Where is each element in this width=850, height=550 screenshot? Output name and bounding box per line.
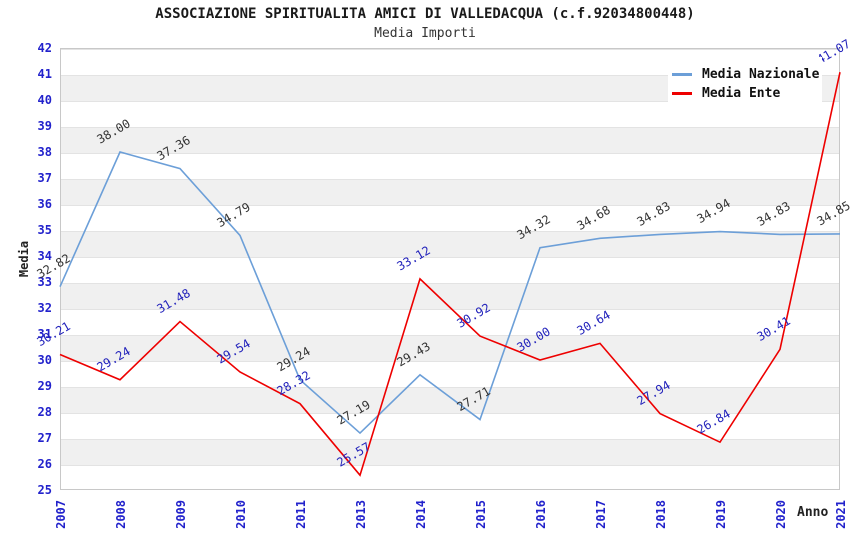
- y-tick-label: 35: [38, 223, 52, 237]
- x-tick-label: 2009: [174, 500, 188, 529]
- x-tick-label: 2019: [714, 500, 728, 529]
- data-label: 34.83: [635, 199, 673, 229]
- data-label: 34.79: [215, 200, 253, 230]
- y-tick-label: 28: [38, 405, 52, 419]
- data-label: 34.94: [695, 196, 733, 226]
- data-label: 30.41: [755, 314, 793, 344]
- data-label: 25.57: [335, 440, 373, 470]
- legend-item-media-nazionale: Media Nazionale: [672, 67, 820, 82]
- media-nazionale-line: [59, 151, 841, 435]
- data-label: 34.32: [515, 212, 553, 242]
- y-tick-label: 29: [38, 379, 52, 393]
- x-tick-label: 2008: [114, 500, 128, 529]
- y-tick-label: 42: [38, 41, 52, 55]
- y-axis-title: Media: [17, 240, 32, 278]
- media-ente-line: [59, 72, 841, 477]
- plot-area: [60, 48, 840, 490]
- data-label: 30.92: [455, 300, 493, 330]
- data-label: 34.68: [575, 203, 613, 233]
- y-tick-label: 41: [38, 67, 52, 81]
- y-tick-label: 26: [38, 457, 52, 471]
- chart-title: ASSOCIAZIONE SPIRITUALITA AMICI DI VALLE…: [155, 6, 695, 22]
- x-tick-label: 2014: [414, 500, 428, 529]
- x-tick-label: 2013: [354, 500, 368, 529]
- data-label: 30.21: [35, 319, 73, 349]
- y-tick-label: 25: [38, 483, 52, 497]
- x-tick-label: 2011: [294, 500, 308, 529]
- x-axis-title: Anno: [797, 505, 829, 520]
- legend: Media Nazionale Media Ente: [668, 57, 822, 111]
- data-label: 34.85: [815, 198, 850, 228]
- media-ente-line-swatch: [672, 92, 692, 95]
- legend-label: Media Nazionale: [702, 67, 820, 82]
- y-tick-label: 27: [38, 431, 52, 445]
- data-label: 29.24: [95, 344, 133, 374]
- data-label: 29.54: [215, 336, 253, 366]
- data-label: 29.24: [275, 344, 313, 374]
- data-label: 30.00: [515, 324, 553, 354]
- chart-subtitle: Media Importi: [374, 26, 476, 41]
- y-tick-label: 34: [38, 249, 52, 263]
- x-tick-label: 2017: [594, 500, 608, 529]
- legend-label: Media Ente: [702, 86, 781, 101]
- y-tick-label: 32: [38, 301, 52, 315]
- data-label: 33.12: [395, 243, 433, 273]
- y-tick-label: 30: [38, 353, 52, 367]
- y-tick-label: 36: [38, 197, 52, 211]
- x-tick-label: 2007: [54, 500, 68, 529]
- data-label: 30.64: [575, 308, 613, 338]
- y-tick-label: 38: [38, 145, 52, 159]
- data-label: 37.36: [155, 133, 193, 163]
- legend-item-media-ente: Media Ente: [672, 86, 818, 101]
- y-tick-label: 31: [38, 327, 52, 341]
- data-label: 31.48: [155, 286, 193, 316]
- y-tick-label: 39: [38, 119, 52, 133]
- media-nazionale-line-swatch: [672, 73, 692, 76]
- y-tick-label: 37: [38, 171, 52, 185]
- data-label: 38.00: [95, 116, 133, 146]
- x-tick-label: 2015: [474, 500, 488, 529]
- y-tick-label: 33: [38, 275, 52, 289]
- data-label: 27.19: [335, 397, 373, 427]
- data-label: 27.94: [635, 378, 673, 408]
- y-tick-label: 40: [38, 93, 52, 107]
- x-tick-label: 2010: [234, 500, 248, 529]
- x-tick-label: 2016: [534, 500, 548, 529]
- x-tick-label: 2021: [834, 500, 848, 529]
- data-label: 27.71: [455, 384, 493, 414]
- data-label: 34.83: [755, 199, 793, 229]
- x-tick-label: 2020: [774, 500, 788, 529]
- x-tick-label: 2018: [654, 500, 668, 529]
